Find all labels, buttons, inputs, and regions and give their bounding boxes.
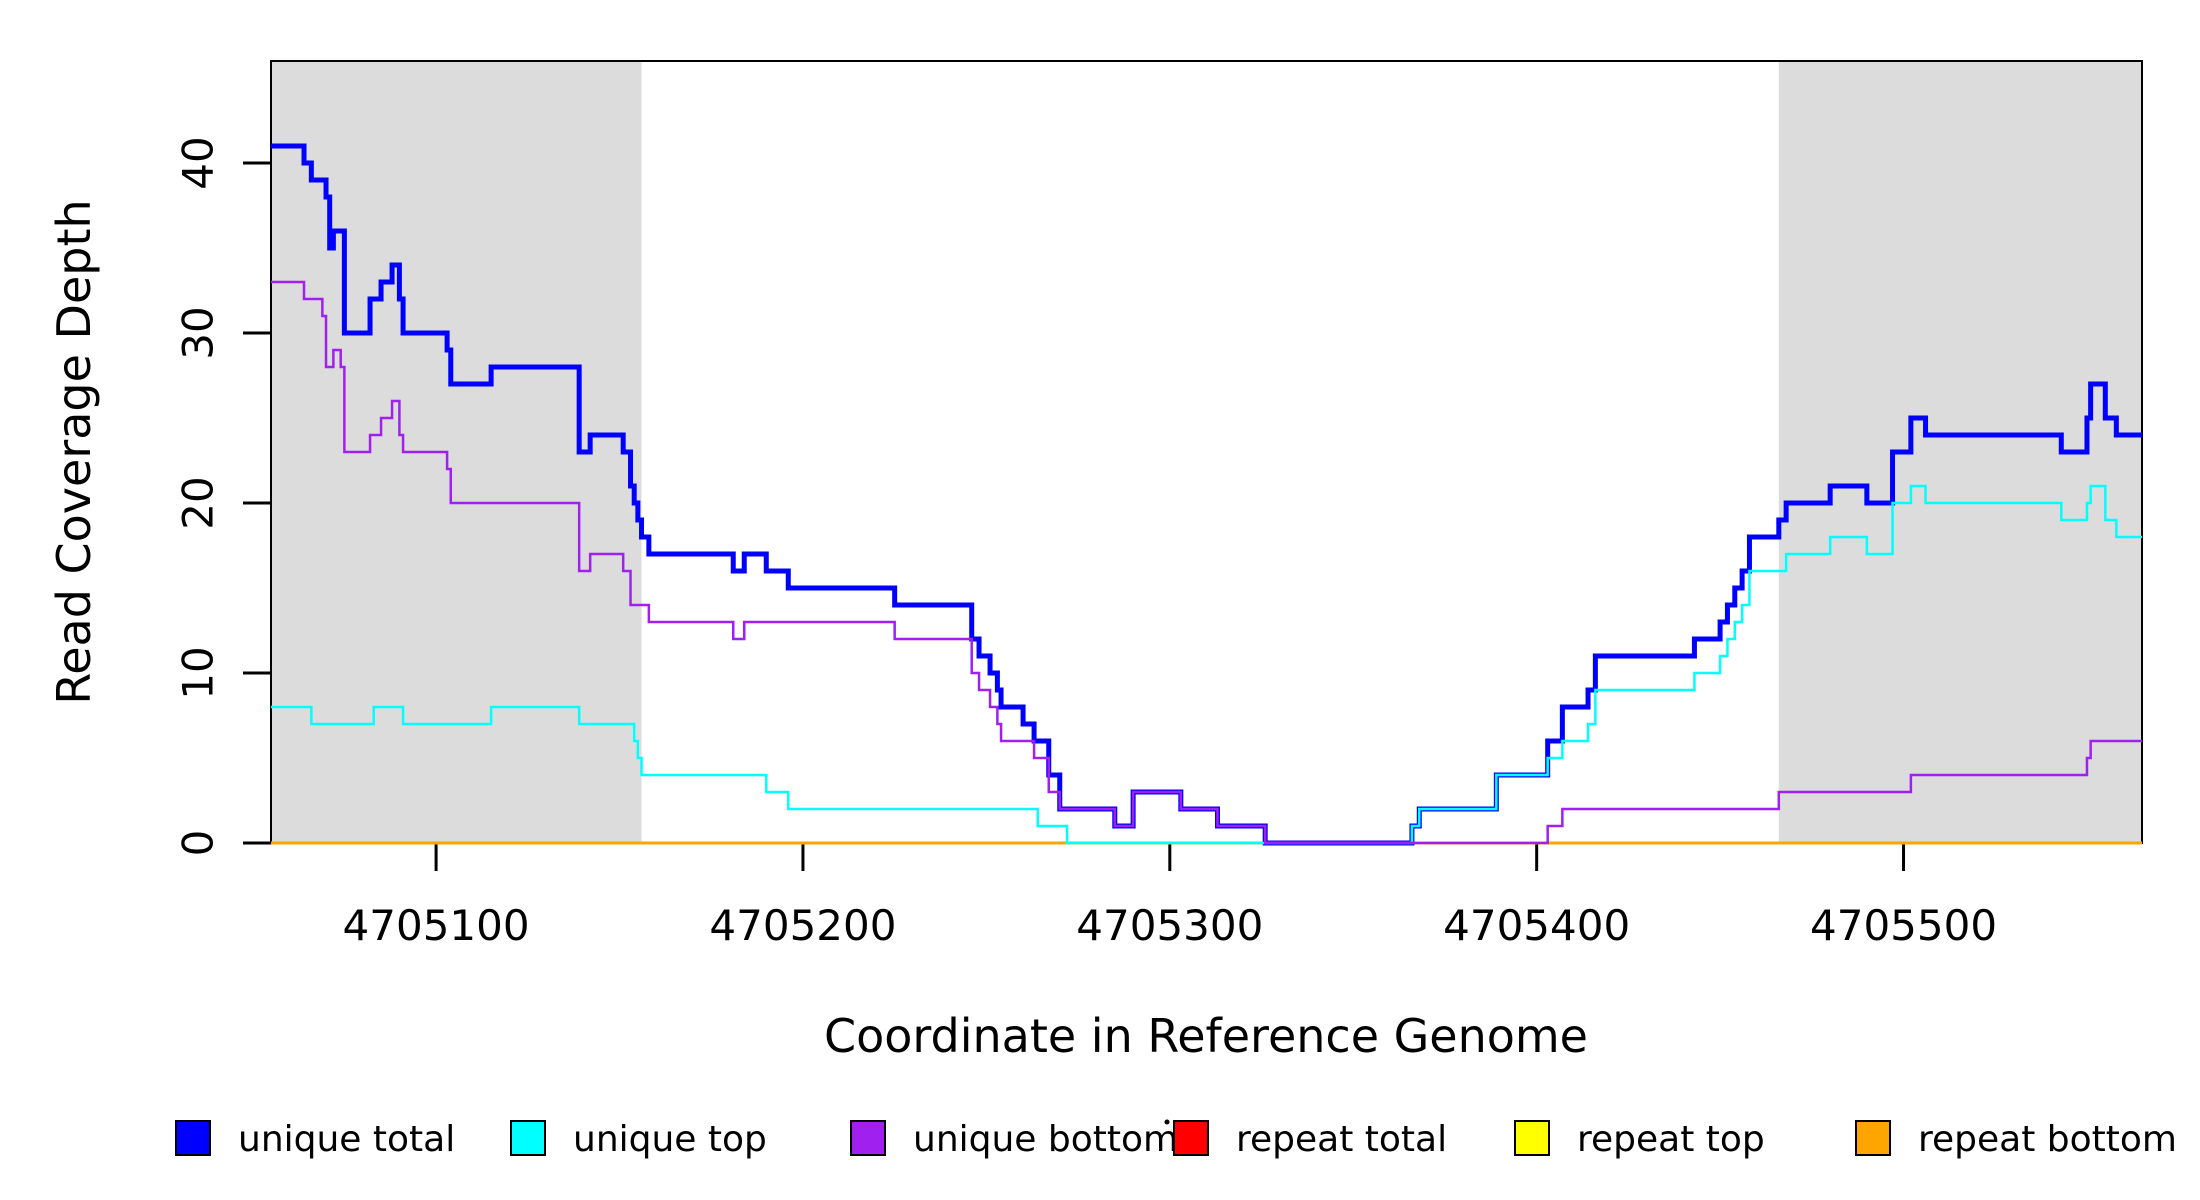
x-tick-label: 4705100 <box>343 901 530 950</box>
x-tick-label: 4705400 <box>1443 901 1630 950</box>
legend-label-repeat-total: repeat total <box>1236 1119 1447 1160</box>
data-series <box>271 143 2142 846</box>
x-tick-label: 4705500 <box>1810 901 1997 950</box>
legend: unique total unique top unique bottom re… <box>175 1119 2177 1160</box>
y-tick-label: 10 <box>174 646 223 699</box>
x-axis-title: Coordinate in Reference Genome <box>824 1009 1588 1063</box>
stray-mark <box>1164 1119 1170 1125</box>
legend-item-repeat-total: repeat total <box>1173 1119 1447 1160</box>
legend-swatch-unique-top <box>510 1120 546 1156</box>
legend-swatch-unique-total <box>175 1120 211 1156</box>
legend-item-unique-total: unique total <box>175 1119 455 1160</box>
y-tick-label: 20 <box>174 476 223 529</box>
legend-label-repeat-top: repeat top <box>1577 1119 1765 1160</box>
x-tick-label: 4705200 <box>709 901 896 950</box>
series-unique-total <box>271 143 2142 846</box>
y-tick-label: 0 <box>174 830 223 857</box>
y-axis-title: Read Coverage Depth <box>47 199 101 704</box>
x-tick-label: 4705300 <box>1076 901 1263 950</box>
series-unique-bottom <box>271 280 2142 845</box>
legend-swatch-repeat-bottom <box>1855 1120 1891 1156</box>
y-tick-label: 30 <box>174 306 223 359</box>
legend-swatch-unique-bottom <box>850 1120 886 1156</box>
series-unique-top <box>271 484 2142 845</box>
x-axis: 4705100 4705200 4705300 4705400 4705500 <box>343 843 1997 950</box>
legend-label-repeat-bottom: repeat bottom <box>1918 1119 2177 1160</box>
legend-swatch-repeat-total <box>1173 1120 1209 1156</box>
legend-label-unique-top: unique top <box>573 1119 767 1160</box>
legend-label-unique-total: unique total <box>238 1119 455 1160</box>
shaded-region-bands <box>271 61 2142 843</box>
legend-item-repeat-bottom: repeat bottom <box>1855 1119 2177 1160</box>
legend-item-unique-top: unique top <box>510 1119 767 1160</box>
y-tick-label: 40 <box>174 136 223 189</box>
legend-item-repeat-top: repeat top <box>1514 1119 1765 1160</box>
y-axis: 0 10 20 30 40 <box>174 136 271 857</box>
legend-swatch-repeat-top <box>1514 1120 1550 1156</box>
legend-label-unique-bottom: unique bottom <box>913 1119 1178 1160</box>
legend-item-unique-bottom: unique bottom <box>850 1119 1178 1160</box>
